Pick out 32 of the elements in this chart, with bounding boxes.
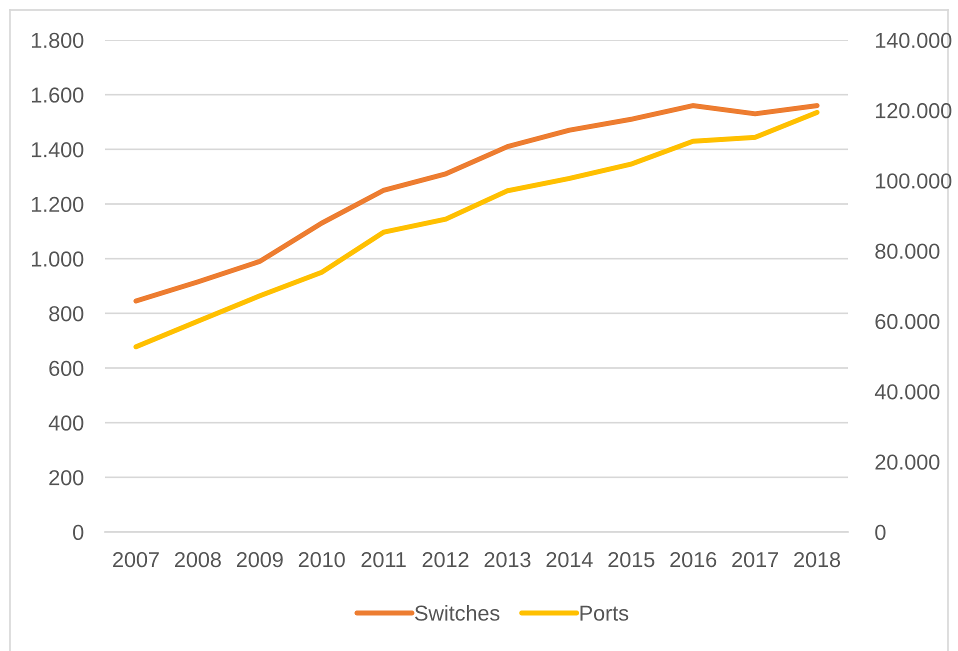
y-tick-label: 400: [48, 415, 84, 431]
y2-tick-label: 0: [875, 524, 886, 540]
x-tick-label: 2009: [236, 552, 283, 568]
x-tick-label: 2010: [298, 552, 345, 568]
y-tick-label: 800: [49, 306, 84, 322]
y-tick-label: 1.400: [32, 142, 84, 158]
y2-tick-label: 120.000: [876, 103, 952, 118]
y-tick-label: 1.800: [32, 32, 84, 48]
x-tick-label: 2014: [546, 552, 593, 568]
y2-tick-label: 80.000: [875, 244, 940, 259]
x-tick-label: 2011: [362, 552, 406, 568]
y2-tick-label: 140.000: [876, 32, 952, 48]
y2-tick-label: 100.000: [876, 173, 952, 189]
x-tick-label: 2007: [113, 552, 159, 568]
y-tick-label: 200: [49, 470, 84, 486]
x-tick-label: 2015: [608, 552, 654, 568]
y2-tick-label: 60.000: [875, 314, 940, 330]
y2-tick-label: 20.000: [875, 454, 940, 470]
y-tick-label: 1.200: [32, 196, 84, 212]
x-tick-label: 2013: [484, 552, 530, 568]
y-tick-label: 0: [73, 524, 84, 540]
x-tick-label: 2012: [422, 552, 468, 568]
x-tick-label: 2018: [794, 552, 840, 568]
x-tick-label: 2016: [670, 552, 716, 568]
y-tick-label: 1.000: [32, 251, 84, 267]
x-tick-label: 2008: [175, 552, 221, 568]
legend-label: Switches: [415, 604, 500, 621]
y-tick-label: 600: [49, 360, 84, 376]
y2-tick-label: 40.000: [874, 384, 940, 400]
legend-label: Ports: [580, 606, 628, 621]
x-tick-label: 2017: [732, 552, 778, 568]
y-tick-label: 1.600: [32, 87, 84, 103]
